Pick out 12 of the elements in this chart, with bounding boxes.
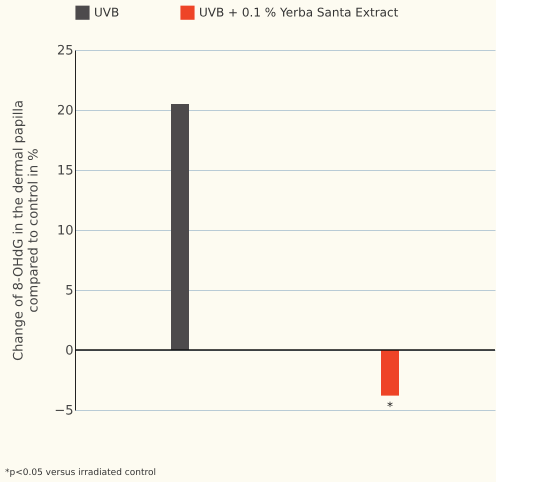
y-tick-label: 10: [56, 224, 74, 238]
y-tick-label: 0: [65, 344, 74, 358]
legend-label: UVB + 0.1 % Yerba Santa Extract: [199, 6, 399, 20]
y-tick-label: 20: [56, 104, 74, 118]
y-tick-label: 15: [56, 164, 74, 178]
y-tick-label: 25: [56, 44, 74, 58]
legend-label: UVB: [94, 6, 120, 20]
text: *p<0.05 versus irradiated control: [5, 468, 156, 478]
y-tick-label: 5: [65, 284, 74, 298]
y-axis-title: Change of 8-OHdG in the dermal papilla compared to control in %: [11, 100, 42, 361]
annotation: *: [387, 400, 393, 414]
y-tick-label: −5: [54, 404, 74, 418]
